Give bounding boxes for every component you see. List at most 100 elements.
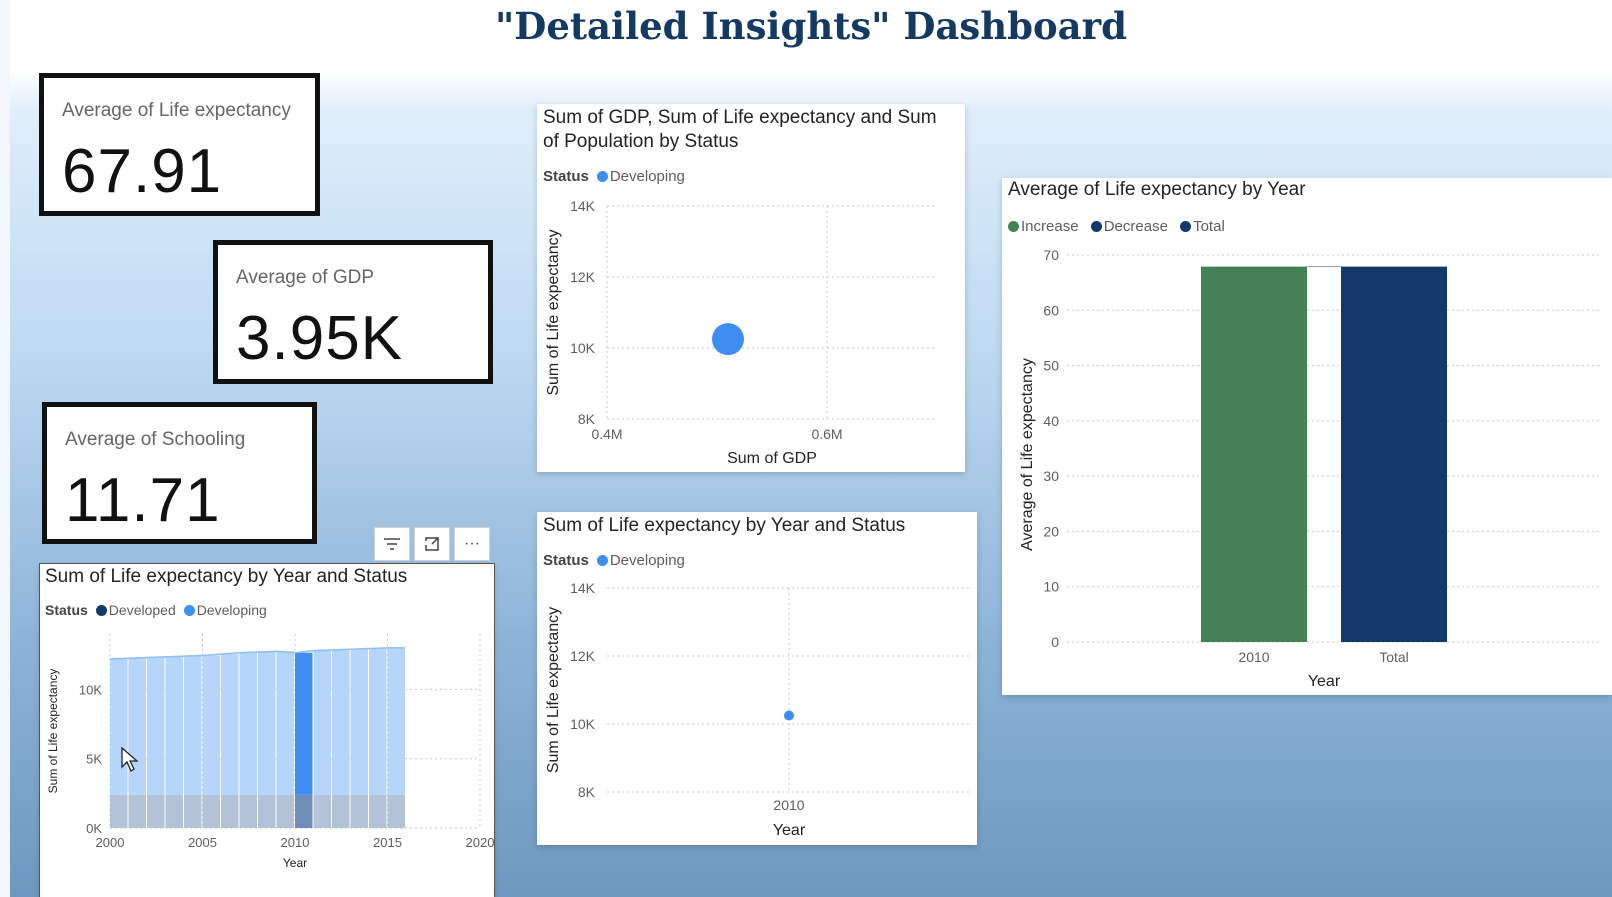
- y-tick-label: 14K: [570, 580, 596, 596]
- dashboard-title: "Detailed Insights" Dashboard: [495, 4, 1127, 48]
- area-bar-developing: [239, 652, 257, 795]
- focus-mode-button[interactable]: [414, 527, 450, 561]
- kpi-label: Average of Schooling: [65, 429, 246, 450]
- area-bar-developing: [184, 656, 202, 795]
- area-bar-developed: [276, 794, 294, 828]
- x-tick-label: 2020: [466, 835, 494, 850]
- y-axis-title: Sum of Life expectancy: [46, 669, 60, 794]
- area-bar-developing: [350, 649, 368, 795]
- legend-dot-decrease: [1090, 221, 1102, 232]
- area-bar-developed: [239, 794, 257, 828]
- x-axis-title: Year: [283, 856, 307, 870]
- x-tick-label: 2010: [773, 797, 804, 813]
- y-tick-label: 5K: [86, 752, 102, 767]
- area-bar-developed: [128, 794, 146, 828]
- chart-title: Average of Life expectancy by Year: [1008, 179, 1306, 200]
- y-tick-label: 70: [1043, 247, 1059, 263]
- x-tick-label: 2010: [281, 835, 310, 850]
- y-axis-title: Average of Life expectancy: [1019, 358, 1036, 551]
- x-axis-title: Year: [773, 822, 806, 839]
- area-bar-developing: [276, 651, 294, 795]
- chart-legend: Status Developing: [543, 552, 685, 569]
- kpi-value: 11.71: [65, 466, 221, 535]
- y-axis-title: Sum of Life expectancy: [545, 229, 562, 395]
- chart-title: Sum of Life expectancy by Year and Statu…: [543, 515, 906, 536]
- area-bar-developing: [258, 652, 276, 795]
- area-bar-developing: [332, 649, 350, 795]
- kpi-label: Average of GDP: [236, 267, 375, 288]
- area-bar-developing: [128, 658, 146, 795]
- waterfall-bar: [1201, 266, 1307, 642]
- mouse-cursor-icon: [121, 747, 139, 772]
- kpi-card-life-expectancy[interactable]: Average of Life expectancy 67.91: [39, 73, 320, 216]
- area-bar-developed: [110, 794, 128, 828]
- focus-mode-icon: [425, 537, 439, 551]
- x-tick-label: 2005: [188, 835, 217, 850]
- area-bar-developing: [387, 647, 405, 795]
- y-tick-label: 10K: [79, 682, 102, 697]
- panel-scatter-year[interactable]: Sum of Life expectancy by Year and Statu…: [537, 512, 977, 845]
- legend-dot-developing: [596, 555, 608, 566]
- area-bar-developing: [369, 648, 387, 795]
- chart-legend: Status Developing: [543, 168, 685, 185]
- scatter-point: [712, 323, 744, 356]
- more-options-button[interactable]: ···: [454, 527, 490, 561]
- area-bar-developed: [258, 794, 276, 828]
- y-tick-label: 0K: [86, 821, 102, 836]
- area-line-developing: [109, 647, 405, 660]
- scatter-point: [784, 710, 794, 721]
- y-tick-label: 14K: [570, 198, 596, 214]
- area-bar-developed: [184, 794, 202, 828]
- y-tick-label: 20: [1043, 523, 1059, 539]
- kpi-card-gdp[interactable]: Average of GDP 3.95K: [213, 240, 493, 384]
- panel-scatter-gdp[interactable]: Sum of GDP, Sum of Life expectancy and S…: [537, 104, 965, 472]
- kpi-value: 67.91: [62, 137, 223, 206]
- x-tick-label: 0.4M: [591, 426, 622, 442]
- area-bar-developed: [221, 794, 239, 828]
- visual-header-toolbar: ···: [374, 527, 490, 561]
- x-tick-label: 2010: [1238, 649, 1269, 665]
- x-tick-label: 0.6M: [811, 426, 842, 442]
- area-bar-developing: [110, 658, 128, 795]
- chart-title: Sum of GDP, Sum of Life expectancy and S…: [543, 107, 937, 152]
- x-tick-label: Total: [1379, 649, 1409, 665]
- x-axis-title: Sum of GDP: [727, 450, 817, 467]
- kpi-label: Average of Life expectancy: [62, 100, 291, 121]
- y-tick-label: 0: [1051, 634, 1059, 650]
- panel-waterfall[interactable]: Average of Life expectancy by Year Incre…: [1002, 178, 1612, 695]
- y-tick-label: 8K: [578, 784, 596, 800]
- filter-button[interactable]: [374, 527, 410, 561]
- area-bar-developed: [313, 794, 331, 828]
- legend-dot-developing: [183, 605, 195, 616]
- legend-dot-developed: [95, 605, 107, 616]
- scatter-gdp-chart: 14K 12K 10K 8K0.4M 0.6M Sum of GDP Sum of Life…: [545, 198, 937, 467]
- y-tick-label: 30: [1043, 468, 1059, 484]
- x-tick-label: 2015: [373, 835, 402, 850]
- area-bar-developed: [332, 794, 350, 828]
- area-bar-developed: [147, 794, 165, 828]
- y-axis-title: Sum of Life expectancy: [545, 607, 562, 773]
- chart-legend: Increase Decrease Total: [1000, 218, 1225, 235]
- area-bar-developed: [387, 794, 405, 828]
- area-bar-developing: [165, 656, 183, 795]
- area-bar-developed: [369, 794, 387, 828]
- dashboard-canvas: "Detailed Insights" Dashboard Average of…: [10, 0, 1612, 897]
- legend-dot-total: [1180, 221, 1192, 232]
- y-tick-label: 10: [1043, 579, 1059, 595]
- area-bar-developing: [221, 654, 239, 795]
- y-tick-label: 60: [1043, 302, 1059, 318]
- x-tick-label: 2000: [96, 835, 125, 850]
- panel-area[interactable]: Sum of Life expectancy by Year and Statu…: [39, 563, 495, 897]
- legend-dot-increase: [1008, 221, 1019, 232]
- y-tick-label: 12K: [570, 648, 596, 664]
- area-bar-developing: [295, 652, 313, 795]
- kpi-card-schooling[interactable]: Average of Schooling 11.71: [42, 402, 317, 544]
- waterfall-bar: [1341, 266, 1447, 642]
- y-tick-label: 8K: [578, 411, 596, 427]
- area-bar-developed: [165, 794, 183, 828]
- area-bar-developing: [147, 657, 165, 795]
- y-tick-label: 50: [1043, 358, 1059, 374]
- area-bar-developing: [202, 655, 220, 795]
